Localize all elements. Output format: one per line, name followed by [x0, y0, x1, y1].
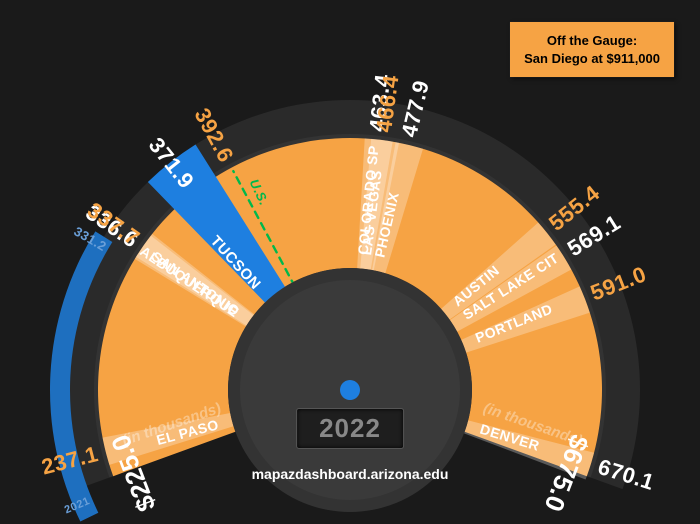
- off-gauge-callout: Off the Gauge: San Diego at $911,000: [510, 22, 674, 77]
- year-indicator: 2022: [296, 408, 404, 449]
- source-url: mapazdashboard.arizona.edu: [252, 466, 449, 482]
- callout-line1: Off the Gauge:: [524, 32, 660, 50]
- callout-line2: San Diego at $911,000: [524, 50, 660, 68]
